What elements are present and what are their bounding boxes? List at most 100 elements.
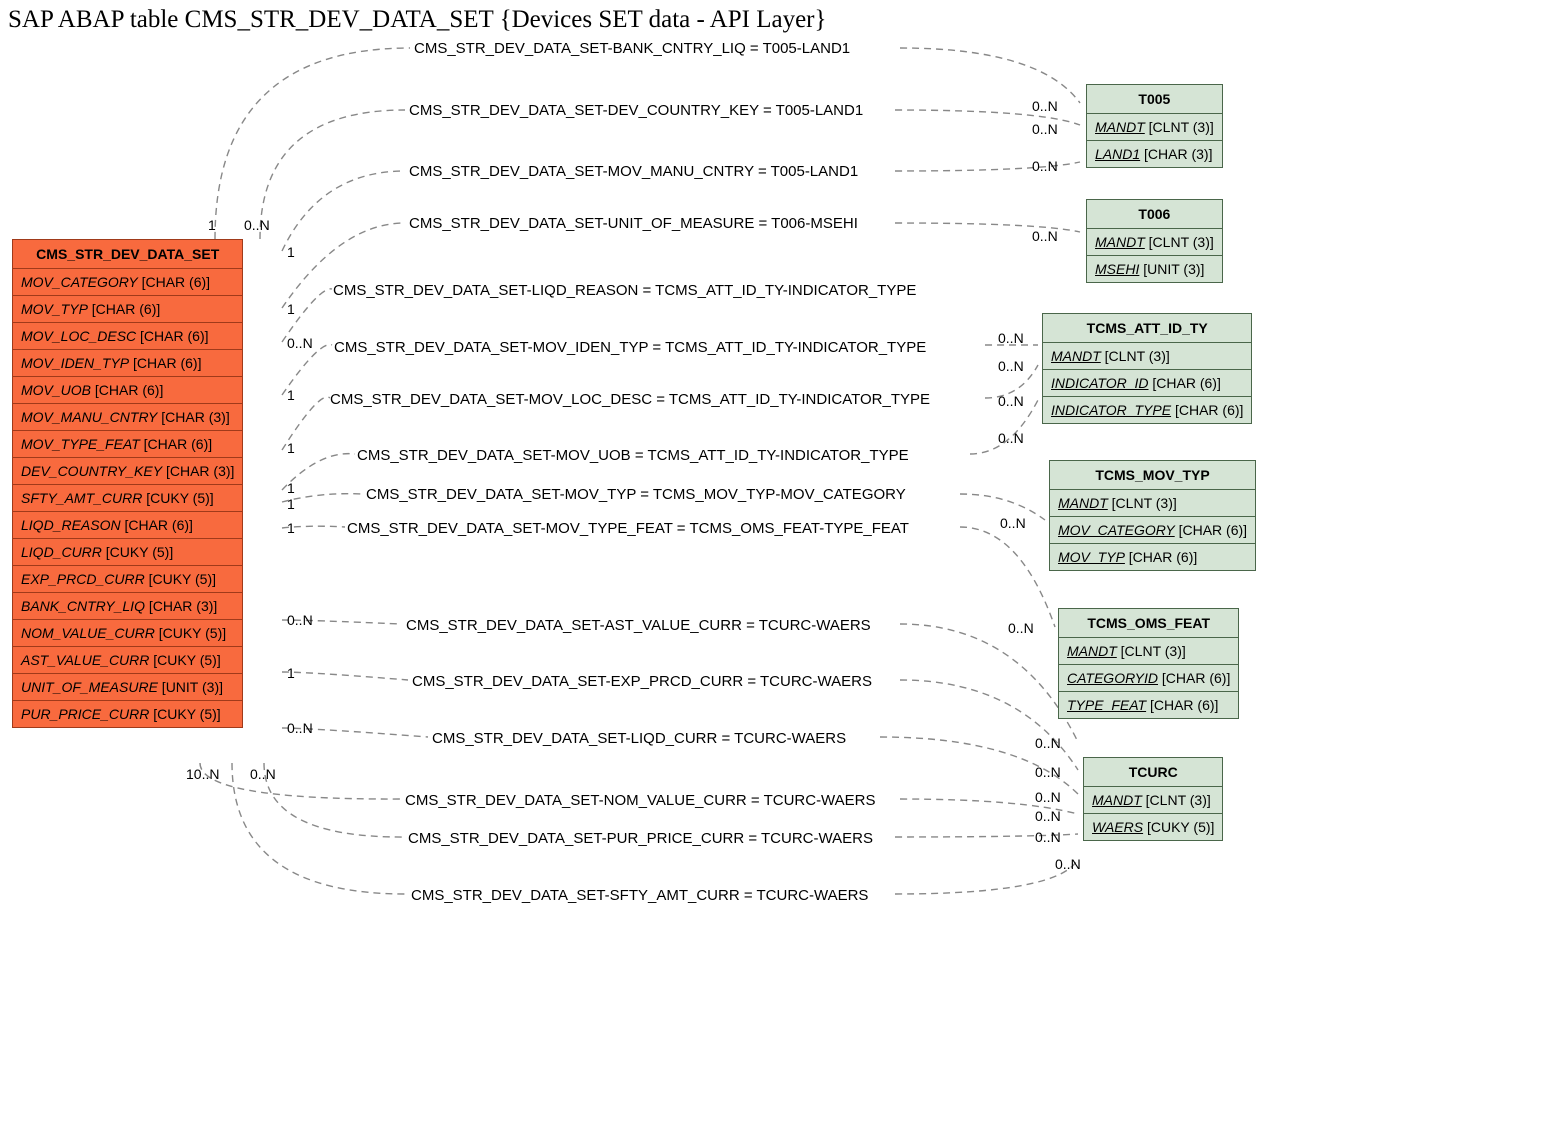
field-name: BANK_CNTRY_LIQ xyxy=(21,598,145,614)
field-row: CATEGORYID [CHAR (6)] xyxy=(1059,665,1238,692)
field-row: MANDT [CLNT (3)] xyxy=(1084,787,1222,814)
field-row: MOV_IDEN_TYP [CHAR (6)] xyxy=(13,350,242,377)
field-row: MANDT [CLNT (3)] xyxy=(1087,229,1222,256)
field-row: TYPE_FEAT [CHAR (6)] xyxy=(1059,692,1238,718)
field-row: UNIT_OF_MEASURE [UNIT (3)] xyxy=(13,674,242,701)
page-title: SAP ABAP table CMS_STR_DEV_DATA_SET {Dev… xyxy=(8,6,827,34)
field-type: [CHAR (3)] xyxy=(145,598,217,614)
relation-label: CMS_STR_DEV_DATA_SET-MOV_TYPE_FEAT = TCM… xyxy=(347,520,909,537)
relation-label: CMS_STR_DEV_DATA_SET-EXP_PRCD_CURR = TCU… xyxy=(412,673,872,690)
field-name: MANDT xyxy=(1058,495,1108,511)
field-row: MOV_CATEGORY [CHAR (6)] xyxy=(1050,517,1255,544)
entity-header: TCURC xyxy=(1084,758,1222,787)
entity-header: TCMS_ATT_ID_TY xyxy=(1043,314,1251,343)
relation-label: CMS_STR_DEV_DATA_SET-UNIT_OF_MEASURE = T… xyxy=(409,215,858,232)
field-name: LIQD_REASON xyxy=(21,517,121,533)
cardinality-label: 1 xyxy=(287,440,295,456)
field-row: MANDT [CLNT (3)] xyxy=(1087,114,1222,141)
field-name: MANDT xyxy=(1095,234,1145,250)
cardinality-label: 0..N xyxy=(287,612,313,628)
cardinality-label: 0..N xyxy=(998,430,1024,446)
cardinality-label: 0..N xyxy=(1035,808,1061,824)
cardinality-label: 0..N xyxy=(1032,121,1058,137)
relation-label: CMS_STR_DEV_DATA_SET-DEV_COUNTRY_KEY = T… xyxy=(409,102,863,119)
entity-CMS_STR_DEV_DATA_SET: CMS_STR_DEV_DATA_SET MOV_CATEGORY [CHAR (… xyxy=(12,239,243,728)
cardinality-label: 1 xyxy=(287,496,295,512)
cardinality-label: 1 xyxy=(287,244,295,260)
field-type: [CHAR (6)] xyxy=(91,382,163,398)
field-type: [CUKY (5)] xyxy=(149,706,220,722)
relation-label: CMS_STR_DEV_DATA_SET-LIQD_CURR = TCURC-W… xyxy=(432,730,846,747)
cardinality-label: 0..N xyxy=(1008,620,1034,636)
cardinality-label: 0..N xyxy=(1035,829,1061,845)
relation-label: CMS_STR_DEV_DATA_SET-NOM_VALUE_CURR = TC… xyxy=(405,792,876,809)
field-type: [CHAR (6)] xyxy=(1175,522,1247,538)
field-row: INDICATOR_TYPE [CHAR (6)] xyxy=(1043,397,1251,423)
field-name: MOV_TYP xyxy=(1058,549,1125,565)
cardinality-label: 0..N xyxy=(998,358,1024,374)
field-row: MSEHI [UNIT (3)] xyxy=(1087,256,1222,282)
field-name: CATEGORYID xyxy=(1067,670,1158,686)
field-row: LIQD_CURR [CUKY (5)] xyxy=(13,539,242,566)
field-name: MOV_CATEGORY xyxy=(21,274,138,290)
field-row: MOV_UOB [CHAR (6)] xyxy=(13,377,242,404)
field-type: [CLNT (3)] xyxy=(1101,348,1170,364)
field-row: MOV_LOC_DESC [CHAR (6)] xyxy=(13,323,242,350)
cardinality-label: 0..N xyxy=(998,330,1024,346)
cardinality-label: 10..N xyxy=(186,766,219,782)
cardinality-label: 0..N xyxy=(287,720,313,736)
field-type: [CLNT (3)] xyxy=(1108,495,1177,511)
entity-TCURC: TCURCMANDT [CLNT (3)]WAERS [CUKY (5)] xyxy=(1083,757,1223,841)
entity-TCMS_MOV_TYP: TCMS_MOV_TYPMANDT [CLNT (3)]MOV_CATEGORY… xyxy=(1049,460,1256,571)
field-type: [CHAR (6)] xyxy=(1171,402,1243,418)
cardinality-label: 0..N xyxy=(1055,856,1081,872)
cardinality-label: 0..N xyxy=(1035,789,1061,805)
field-type: [CHAR (3)] xyxy=(162,463,234,479)
field-row: EXP_PRCD_CURR [CUKY (5)] xyxy=(13,566,242,593)
relation-label: CMS_STR_DEV_DATA_SET-PUR_PRICE_CURR = TC… xyxy=(408,830,873,847)
field-row: MANDT [CLNT (3)] xyxy=(1059,638,1238,665)
relation-label: CMS_STR_DEV_DATA_SET-MOV_UOB = TCMS_ATT_… xyxy=(357,447,909,464)
field-type: [CHAR (6)] xyxy=(140,436,212,452)
field-row: MOV_TYP [CHAR (6)] xyxy=(13,296,242,323)
field-name: MOV_MANU_CNTRY xyxy=(21,409,157,425)
field-type: [CHAR (6)] xyxy=(1146,697,1218,713)
relation-label: CMS_STR_DEV_DATA_SET-SFTY_AMT_CURR = TCU… xyxy=(411,887,868,904)
field-type: [CHAR (3)] xyxy=(1140,146,1212,162)
field-name: DEV_COUNTRY_KEY xyxy=(21,463,162,479)
entity-header: T005 xyxy=(1087,85,1222,114)
cardinality-label: 1 xyxy=(287,480,295,496)
edge xyxy=(215,48,1080,239)
cardinality-label: 0..N xyxy=(1000,515,1026,531)
entity-T006: T006MANDT [CLNT (3)]MSEHI [UNIT (3)] xyxy=(1086,199,1223,283)
field-name: MOV_IDEN_TYP xyxy=(21,355,129,371)
field-type: [CUKY (5)] xyxy=(102,544,173,560)
relation-label: CMS_STR_DEV_DATA_SET-MOV_MANU_CNTRY = T0… xyxy=(409,163,858,180)
relation-label: CMS_STR_DEV_DATA_SET-AST_VALUE_CURR = TC… xyxy=(406,617,871,634)
entity-header: CMS_STR_DEV_DATA_SET xyxy=(13,240,242,269)
field-type: [CHAR (6)] xyxy=(136,328,208,344)
field-row: INDICATOR_ID [CHAR (6)] xyxy=(1043,370,1251,397)
cardinality-label: 0..N xyxy=(998,393,1024,409)
field-name: MOV_TYP xyxy=(21,301,88,317)
entity-TCMS_ATT_ID_TY: TCMS_ATT_ID_TYMANDT [CLNT (3)]INDICATOR_… xyxy=(1042,313,1252,424)
field-row: BANK_CNTRY_LIQ [CHAR (3)] xyxy=(13,593,242,620)
field-type: [CUKY (5)] xyxy=(145,571,216,587)
cardinality-label: 1 xyxy=(287,387,295,403)
relation-label: CMS_STR_DEV_DATA_SET-MOV_IDEN_TYP = TCMS… xyxy=(334,339,926,356)
field-type: [CHAR (6)] xyxy=(138,274,210,290)
field-type: [CHAR (6)] xyxy=(121,517,193,533)
field-name: MOV_CATEGORY xyxy=(1058,522,1175,538)
field-name: WAERS xyxy=(1092,819,1143,835)
relation-label: CMS_STR_DEV_DATA_SET-LIQD_REASON = TCMS_… xyxy=(333,282,916,299)
field-type: [CHAR (6)] xyxy=(88,301,160,317)
field-type: [CHAR (6)] xyxy=(1149,375,1221,391)
field-type: [CUKY (5)] xyxy=(155,625,226,641)
field-type: [CHAR (6)] xyxy=(1125,549,1197,565)
field-type: [CHAR (6)] xyxy=(129,355,201,371)
field-row: LIQD_REASON [CHAR (6)] xyxy=(13,512,242,539)
cardinality-label: 0..N xyxy=(1032,98,1058,114)
field-type: [CUKY (5)] xyxy=(149,652,220,668)
field-name: SFTY_AMT_CURR xyxy=(21,490,142,506)
edge xyxy=(282,400,1038,490)
